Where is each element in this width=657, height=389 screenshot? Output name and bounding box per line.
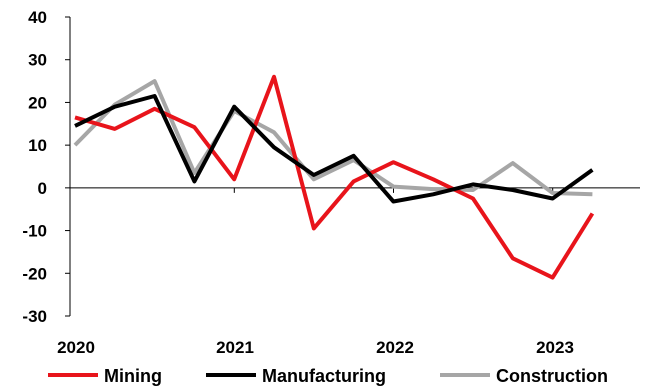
series-line-manufacturing [74, 94, 594, 204]
x-tick-labels: 2020 2021 2022 2023 [57, 338, 574, 357]
y-tick-label: 0 [38, 179, 47, 198]
x-tick-label: 2022 [376, 338, 414, 357]
legend-item-construction: Construction [440, 366, 608, 386]
series-line-construction [73, 79, 593, 197]
legend-label: Construction [496, 366, 608, 386]
y-tick-label: 10 [28, 136, 47, 155]
y-tick-label: 30 [28, 51, 47, 70]
y-tick-labels: -30 -20 -10 0 10 20 30 40 [22, 8, 47, 326]
chart-axes [65, 16, 640, 317]
series-line-mining [74, 74, 595, 280]
x-tick-label: 2023 [536, 338, 574, 357]
y-tick-label: -30 [22, 307, 47, 326]
x-tick-label: 2020 [57, 338, 95, 357]
y-tick-label: 40 [28, 8, 47, 27]
legend-item-manufacturing: Manufacturing [206, 366, 386, 386]
y-tick-label: 20 [28, 93, 47, 112]
chart-series [73, 74, 595, 280]
chart-legend: Mining Manufacturing Construction [48, 366, 608, 386]
legend-item-mining: Mining [48, 366, 162, 386]
legend-label: Mining [104, 366, 162, 386]
y-tick-label: -10 [22, 222, 47, 241]
y-tick-label: -20 [22, 264, 47, 283]
x-tick-label: 2021 [216, 338, 254, 357]
legend-label: Manufacturing [262, 366, 386, 386]
